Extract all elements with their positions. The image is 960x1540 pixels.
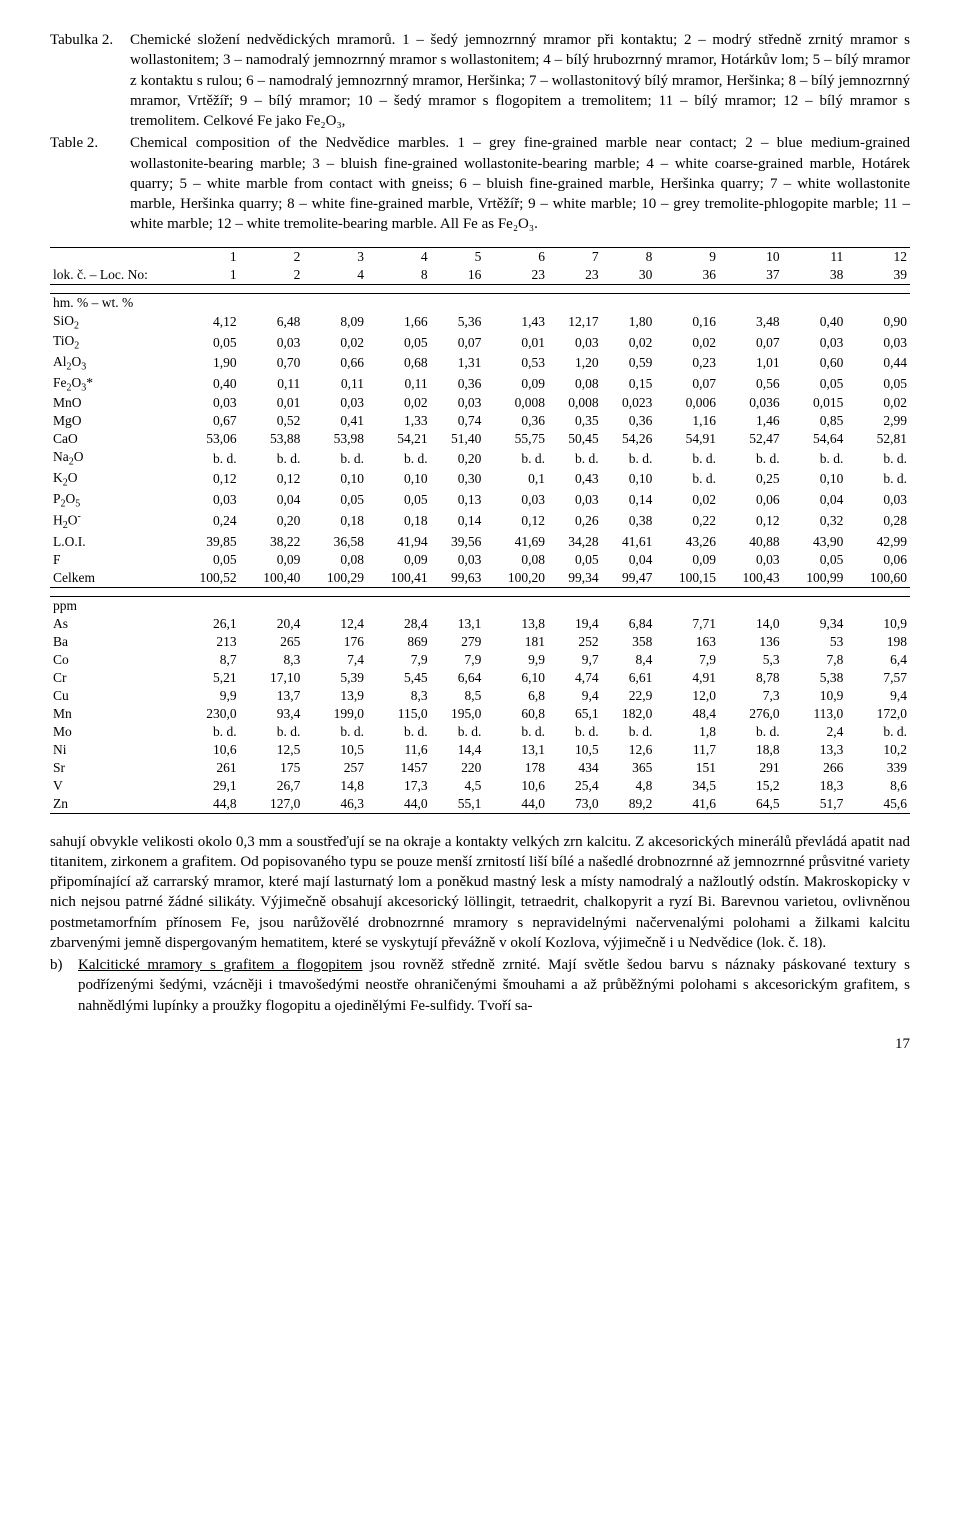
table-row: CaO53,0653,8853,9854,2151,4055,7550,4554… bbox=[50, 430, 910, 448]
table-row: P2O50,030,040,050,050,130,030,030,140,02… bbox=[50, 490, 910, 511]
table-row: Cr5,2117,105,395,456,646,104,746,614,918… bbox=[50, 669, 910, 687]
table-row: TiO20,050,030,020,050,070,010,030,020,02… bbox=[50, 332, 910, 353]
table-row: K2O0,120,120,100,100,300,10,430,10b. d.0… bbox=[50, 469, 910, 490]
chemical-composition-table: 123456789101112lok. č. – Loc. No:1248162… bbox=[50, 247, 910, 814]
table-row: As26,120,412,428,413,113,819,46,847,7114… bbox=[50, 615, 910, 633]
table-row: V29,126,714,817,34,510,625,44,834,515,21… bbox=[50, 777, 910, 795]
table-row: Zn44,8127,046,344,055,144,073,089,241,66… bbox=[50, 795, 910, 814]
table-row: Mob. d.b. d.b. d.b. d.b. d.b. d.b. d.b. … bbox=[50, 723, 910, 741]
item-b-text: Kalcitické mramory s grafitem a flogopit… bbox=[78, 955, 910, 1016]
caption-en-text: Chemical composition of the Nedvědice ma… bbox=[130, 133, 910, 234]
caption-en-label: Table 2. bbox=[50, 133, 130, 234]
table-row: Na2Ob. d.b. d.b. d.b. d.0,20b. d.b. d.b.… bbox=[50, 448, 910, 469]
table-row: Cu9,913,713,98,38,56,89,422,912,07,310,9… bbox=[50, 687, 910, 705]
caption-cz-text: Chemické složení nedvědických mramorů. 1… bbox=[130, 30, 910, 131]
wt-percent-label: hm. % – wt. % bbox=[50, 293, 910, 312]
table-row: Mn230,093,4199,0115,0195,060,865,1182,04… bbox=[50, 705, 910, 723]
body-text: sahují obvykle velikosti okolo 0,3 mm a … bbox=[50, 832, 910, 1016]
page-number: 17 bbox=[50, 1036, 910, 1053]
body-para-1: sahují obvykle velikosti okolo 0,3 mm a … bbox=[50, 832, 910, 954]
table-caption-en: Table 2. Chemical composition of the Ned… bbox=[50, 133, 910, 234]
table-row: MnO0,030,010,030,020,030,0080,0080,0230,… bbox=[50, 394, 910, 412]
ppm-label: ppm bbox=[50, 596, 910, 615]
table-header-colnums: 123456789101112 bbox=[50, 247, 910, 266]
table-row: Co8,78,37,47,97,99,99,78,47,95,37,86,4 bbox=[50, 651, 910, 669]
table-row: F0,050,090,080,090,030,080,050,040,090,0… bbox=[50, 551, 910, 569]
table-row: Fe2O3*0,400,110,110,110,360,090,080,150,… bbox=[50, 374, 910, 395]
table-row: L.O.I.39,8538,2236,5841,9439,5641,6934,2… bbox=[50, 533, 910, 551]
table-row: MgO0,670,520,411,330,740,360,350,361,161… bbox=[50, 412, 910, 430]
table-row: SiO24,126,488,091,665,361,4312,171,800,1… bbox=[50, 312, 910, 333]
table-row: Sr2611752571457220178434365151291266339 bbox=[50, 759, 910, 777]
table-row: Celkem100,52100,40100,29100,4199,63100,2… bbox=[50, 569, 910, 588]
table-row: Al2O31,900,700,660,681,310,531,200,590,2… bbox=[50, 353, 910, 374]
caption-cz-label: Tabulka 2. bbox=[50, 30, 130, 131]
table-row: Ni10,612,510,511,614,413,110,512,611,718… bbox=[50, 741, 910, 759]
table-caption-cz: Tabulka 2. Chemické složení nedvědických… bbox=[50, 30, 910, 131]
item-b-label: b) bbox=[50, 955, 78, 1016]
table-row: H2O-0,240,200,180,180,140,120,260,380,22… bbox=[50, 510, 910, 532]
table-row: Ba21326517686927918125235816313653198 bbox=[50, 633, 910, 651]
table-header-locnums: lok. č. – Loc. No:12481623233036373839 bbox=[50, 266, 910, 285]
